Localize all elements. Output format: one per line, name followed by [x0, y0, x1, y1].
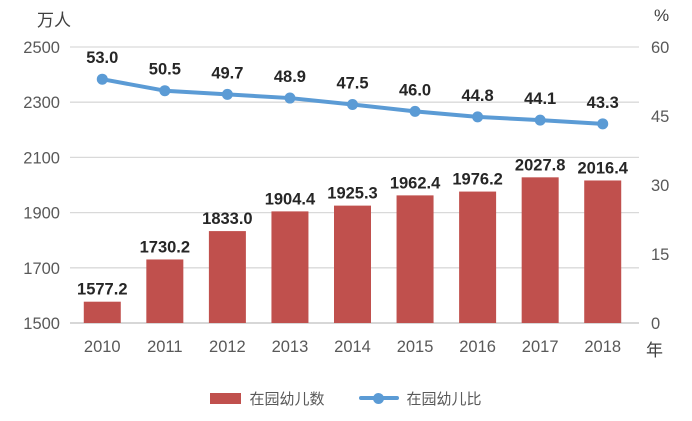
bar-2016 [459, 191, 497, 323]
x-axis-tick-label: 2016 [459, 338, 496, 356]
x-axis-tick-label: 2017 [522, 338, 559, 356]
line-series-marker-icon [373, 392, 384, 404]
x-axis-tick-label: 2014 [334, 338, 371, 356]
line-value-label: 53.0 [86, 49, 118, 67]
right-axis-tick-label: 0 [651, 315, 660, 333]
line-point-2011 [159, 85, 171, 97]
bar-2014 [334, 205, 371, 323]
legend: 在园幼儿数 在园幼儿比 [0, 386, 692, 410]
right-axis-unit-label: % [654, 6, 670, 25]
bar-2017 [521, 177, 559, 323]
bar-2013 [271, 211, 309, 323]
left-axis-tick-label: 1500 [23, 315, 60, 333]
bar-2012 [208, 231, 246, 323]
line-point-2018 [597, 118, 609, 130]
bar-value-label: 1730.2 [140, 238, 190, 256]
line-point-2012 [221, 88, 233, 100]
line-value-label: 47.5 [336, 75, 368, 93]
left-axis-tick-label: 1900 [23, 205, 60, 223]
line-point-2014 [347, 99, 358, 110]
line-point-2016 [472, 111, 484, 123]
right-axis-tick-label: 60 [651, 39, 669, 57]
right-axis-tick-label: 30 [651, 177, 669, 195]
bar-value-label: 1925.3 [327, 185, 377, 203]
bar-2011 [146, 259, 184, 323]
x-axis-tick-label: 2015 [397, 338, 434, 356]
line-point-2015 [409, 105, 421, 117]
bar-value-label: 1577.2 [77, 281, 127, 299]
line-point-2017 [534, 114, 546, 126]
bar-series-label: 在园幼儿数 [249, 390, 325, 408]
left-axis-tick-label: 2300 [23, 94, 60, 112]
line-series-label: 在园幼儿比 [406, 390, 482, 408]
plot-area: 1500 1700 1900 2100 2300 2500 0 15 30 45 60 2010 201… [23, 39, 669, 356]
bar-2015 [396, 195, 434, 323]
left-axis-tick-label: 2500 [23, 39, 60, 57]
bar-value-label: 1962.4 [390, 174, 441, 192]
line-point-2010 [96, 73, 108, 85]
right-axis-tick-label: 45 [651, 108, 669, 126]
bar-2018 [584, 180, 622, 323]
bar-2010 [83, 301, 121, 323]
x-axis-tick-label: 2010 [84, 338, 121, 356]
line-value-label: 43.3 [587, 94, 619, 112]
x-axis-tick-label: 2011 [147, 338, 182, 356]
line-value-label: 44.8 [462, 87, 494, 105]
x-axis-tick-label: 2012 [209, 338, 246, 356]
bar-value-label: 1976.2 [452, 171, 502, 189]
bar-series-swatch-icon [210, 392, 242, 404]
line-point-2013 [284, 92, 296, 104]
line-value-label: 49.7 [211, 64, 243, 82]
legend-item-bar-series: 在园幼儿数 [210, 388, 325, 409]
left-axis-unit-label: 万人 [37, 11, 71, 30]
right-axis-tick-label: 15 [651, 246, 669, 264]
bar-value-label: 2016.4 [577, 159, 628, 177]
line-value-label: 46.0 [399, 81, 431, 99]
left-axis-tick-label: 1700 [23, 260, 60, 278]
left-axis-tick-label: 2100 [23, 149, 60, 167]
line-value-label: 44.1 [524, 90, 556, 108]
x-axis-tick-label: 2018 [584, 338, 621, 356]
bar-value-label: 1833.0 [202, 210, 252, 228]
x-axis-unit-label: 年 [646, 341, 663, 360]
line-value-label: 50.5 [149, 61, 181, 79]
line-series-swatch-icon [358, 392, 399, 404]
bar-value-label: 1904.4 [265, 190, 316, 208]
legend-item-line-series: 在园幼儿比 [358, 388, 482, 409]
x-axis-tick-label: 2013 [272, 338, 309, 356]
line-value-label: 48.9 [274, 68, 306, 86]
bar-value-label: 2027.8 [515, 156, 565, 174]
